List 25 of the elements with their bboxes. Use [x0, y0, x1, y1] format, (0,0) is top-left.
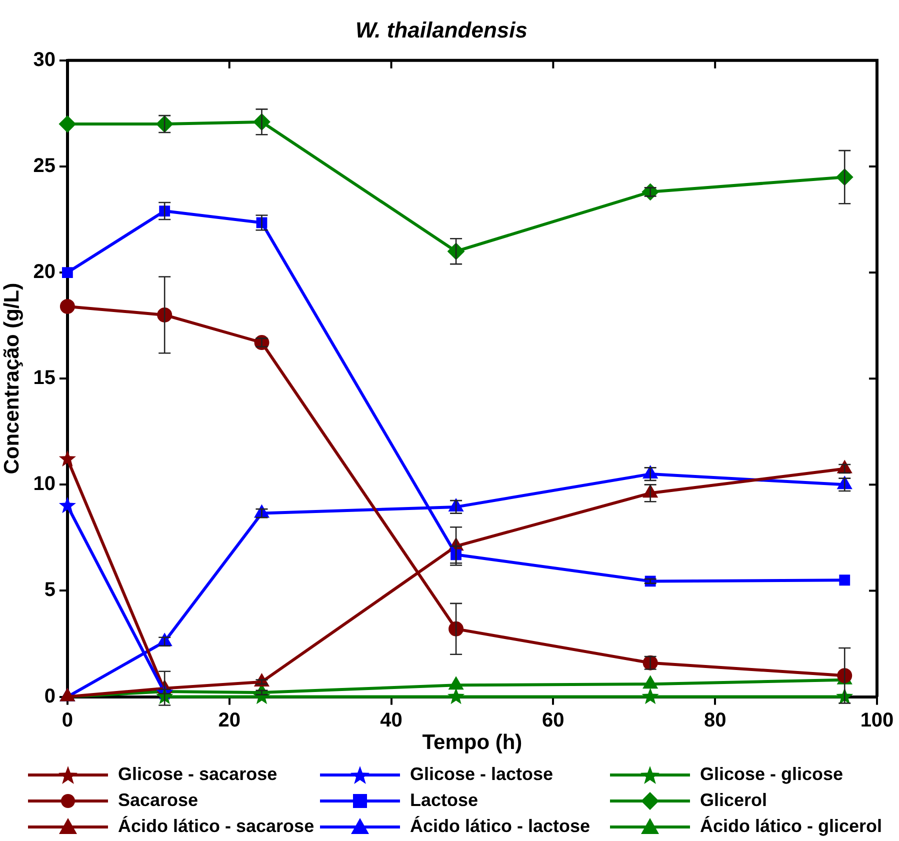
x-axis-title: Tempo (h)	[422, 731, 522, 754]
y-tick-label: 10	[33, 473, 56, 496]
x-tick-label: 20	[218, 709, 240, 732]
chart-title: W. thailandensis	[356, 17, 528, 42]
y-tick-label: 30	[33, 48, 56, 71]
y-tick-label: 20	[33, 261, 56, 284]
legend-label: Glicose - lactose	[410, 764, 554, 785]
y-tick-label: 0	[44, 685, 56, 708]
x-tick-label: 0	[62, 709, 74, 732]
legend-label: Sacarose	[118, 790, 198, 811]
x-tick-label: 60	[542, 709, 564, 732]
legend-label: Ácido lático - glicerol	[700, 816, 882, 837]
x-tick-label: 80	[704, 709, 726, 732]
y-tick-label: 25	[33, 154, 56, 177]
legend-label: Glicerol	[700, 790, 768, 811]
x-tick-label: 40	[380, 709, 402, 732]
x-tick-label: 100	[860, 709, 894, 732]
y-tick-label: 5	[44, 579, 56, 602]
legend-label: Ácido lático - sacarose	[118, 816, 314, 837]
y-axis-title: Concentração (g/L)	[0, 282, 24, 474]
legend-label: Lactose	[410, 790, 478, 811]
y-tick-label: 15	[33, 367, 56, 390]
legend-label: Ácido lático - lactose	[410, 816, 590, 837]
legend-label: Glicose - glicose	[700, 764, 844, 785]
legend-label: Glicose - sacarose	[118, 764, 278, 785]
